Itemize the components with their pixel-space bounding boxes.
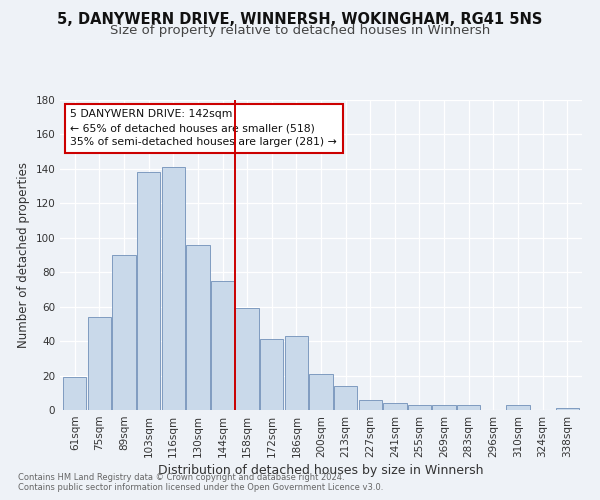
- Bar: [310, 374, 332, 410]
- Bar: [334, 386, 358, 410]
- Text: Size of property relative to detached houses in Winnersh: Size of property relative to detached ho…: [110, 24, 490, 37]
- Bar: [284, 336, 308, 410]
- Bar: [408, 405, 431, 410]
- Bar: [137, 172, 160, 410]
- Bar: [260, 340, 283, 410]
- Text: 5 DANYWERN DRIVE: 142sqm
← 65% of detached houses are smaller (518)
35% of semi-: 5 DANYWERN DRIVE: 142sqm ← 65% of detach…: [70, 110, 337, 148]
- Bar: [63, 378, 86, 410]
- Bar: [506, 405, 530, 410]
- Bar: [88, 317, 111, 410]
- X-axis label: Distribution of detached houses by size in Winnersh: Distribution of detached houses by size …: [158, 464, 484, 477]
- Bar: [433, 405, 456, 410]
- Bar: [161, 167, 185, 410]
- Bar: [359, 400, 382, 410]
- Bar: [211, 281, 234, 410]
- Bar: [235, 308, 259, 410]
- Y-axis label: Number of detached properties: Number of detached properties: [17, 162, 30, 348]
- Text: Contains public sector information licensed under the Open Government Licence v3: Contains public sector information licen…: [18, 484, 383, 492]
- Text: Contains HM Land Registry data © Crown copyright and database right 2024.: Contains HM Land Registry data © Crown c…: [18, 474, 344, 482]
- Bar: [457, 405, 481, 410]
- Bar: [556, 408, 579, 410]
- Bar: [112, 255, 136, 410]
- Bar: [186, 244, 209, 410]
- Bar: [383, 403, 407, 410]
- Text: 5, DANYWERN DRIVE, WINNERSH, WOKINGHAM, RG41 5NS: 5, DANYWERN DRIVE, WINNERSH, WOKINGHAM, …: [58, 12, 542, 28]
